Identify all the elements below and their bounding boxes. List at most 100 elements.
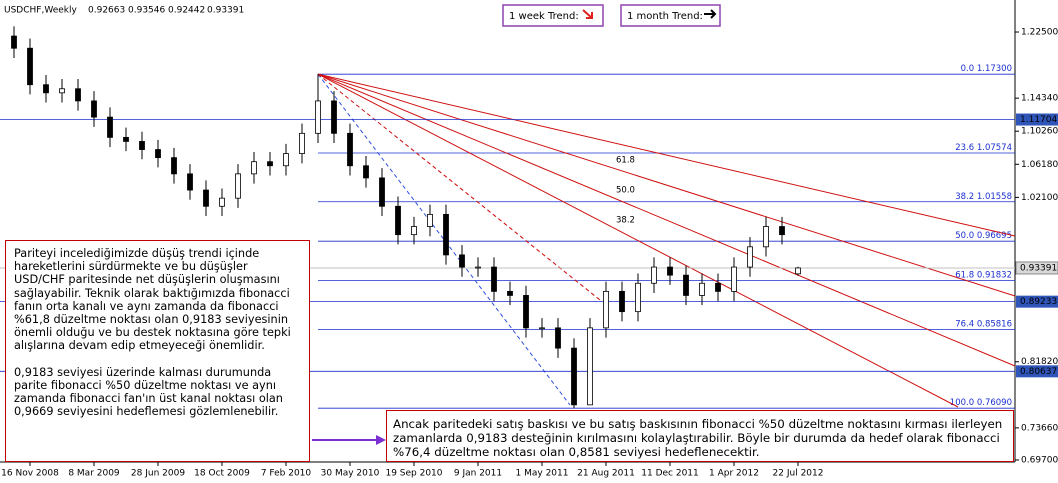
chart-title: USDCHF,Weekly xyxy=(4,6,77,16)
price-label: 0.80637 xyxy=(1020,367,1057,377)
fib-level-price: 1.07574 xyxy=(977,142,1012,152)
trend-line xyxy=(317,73,571,406)
candle-body xyxy=(107,116,113,138)
candle-body xyxy=(475,266,481,269)
candle-body xyxy=(395,205,401,236)
candle-body xyxy=(747,246,753,268)
fan-line xyxy=(317,73,1016,237)
annotation-text: Pariteyi incelediğimizde düşüş trendi iç… xyxy=(14,247,291,353)
fib-level-label: 100.0 0.76090 xyxy=(950,398,1012,408)
y-tick-label: 0.73660 xyxy=(1021,423,1058,433)
x-tick-label: 9 Jan 2011 xyxy=(454,469,502,479)
x-tick-label: 28 Jun 2009 xyxy=(131,469,185,479)
y-tick-label: 0.69700 xyxy=(1021,455,1058,465)
candle-body xyxy=(427,213,433,227)
header-close: 0.93391 xyxy=(207,6,244,16)
candle-body xyxy=(43,84,49,94)
fib-level-percent: 100.0 xyxy=(950,398,974,408)
fib-level-label: 61.8 0.91832 xyxy=(955,270,1012,280)
annotation-text: 0,9183 seviyesi üzerinde kalması durumun… xyxy=(14,365,283,419)
candle-body xyxy=(715,282,721,292)
candle-body xyxy=(699,282,705,296)
candle-body xyxy=(491,266,497,292)
candle-body xyxy=(763,226,769,248)
bid-label-box xyxy=(1015,261,1058,275)
candle-body xyxy=(795,267,801,275)
candle-body xyxy=(315,100,321,134)
fib-level-price: 1.01558 xyxy=(977,191,1012,201)
fan-line xyxy=(317,73,1016,297)
fan-line xyxy=(317,73,959,408)
candle-body xyxy=(459,254,465,268)
fan-label: 50.0 xyxy=(616,186,635,196)
x-tick-label: 7 Feb 2010 xyxy=(261,469,312,479)
x-tick-label: 1 May 2011 xyxy=(516,469,569,479)
candle-body xyxy=(219,197,225,207)
x-tick-label: 30 May 2010 xyxy=(321,469,380,479)
trend-line xyxy=(317,73,601,301)
candle-body xyxy=(683,274,689,296)
fib-level-price: 0.76090 xyxy=(977,398,1012,408)
candle-body xyxy=(667,266,673,276)
candle-body xyxy=(619,290,625,313)
fib-level-percent: 76.4 xyxy=(955,319,974,329)
fib-level-percent: 50.0 xyxy=(955,231,974,241)
fib-level-label: 38.2 1.01558 xyxy=(955,191,1012,201)
fib-level-percent: 38.2 xyxy=(955,191,974,201)
fib-level-price: 0.85816 xyxy=(977,319,1012,329)
y-tick-label: 1.02100 xyxy=(1021,193,1058,203)
trend-label: 1 month Trend: xyxy=(627,11,703,22)
y-tick-label: 1.06180 xyxy=(1021,160,1058,170)
header-high: 0.93546 xyxy=(128,6,165,16)
trend-arrow xyxy=(704,9,717,19)
fib-level-price: 0.96695 xyxy=(977,231,1012,241)
header-open: 0.92663 xyxy=(88,6,125,16)
header-low: 0.92442 xyxy=(168,6,205,16)
fib-level-label: 0.0 1.17300 xyxy=(961,64,1012,74)
pointer-arrow-head xyxy=(376,435,386,445)
price-label-box xyxy=(1016,295,1058,308)
fib-level-label: 76.4 0.85816 xyxy=(955,319,1012,329)
candle-body xyxy=(91,100,97,118)
annotation-box: Pariteyi incelediğimizde düşüş trendi iç… xyxy=(5,240,310,462)
candle-body xyxy=(59,88,65,94)
fan-line xyxy=(317,73,1016,367)
candle-body xyxy=(651,266,657,284)
candle-body xyxy=(555,327,561,349)
candle-body xyxy=(187,173,193,191)
candle-body xyxy=(507,290,513,296)
trend-box xyxy=(620,4,721,27)
x-tick-label: 16 Nov 2008 xyxy=(1,469,59,479)
candle-body xyxy=(587,327,593,406)
candle-body xyxy=(75,88,81,102)
candle-body xyxy=(635,282,641,313)
fib-level-label: 23.6 1.07574 xyxy=(955,142,1012,152)
candle-body xyxy=(331,100,337,134)
price-label: 1.11704 xyxy=(1020,115,1057,125)
candle-body xyxy=(155,149,161,159)
candle-body xyxy=(299,132,305,154)
candle-body xyxy=(731,266,737,292)
candle-body xyxy=(123,136,129,142)
y-tick-label: 0.81820 xyxy=(1021,357,1058,367)
candle-body xyxy=(283,153,289,167)
candle-body xyxy=(235,173,241,199)
fib-level-percent: 61.8 xyxy=(955,270,974,280)
fib-level-price: 0.91832 xyxy=(977,270,1012,280)
candle-body xyxy=(603,290,609,329)
candle-body xyxy=(571,347,577,406)
x-tick-label: 22 Jul 2012 xyxy=(773,469,824,479)
trend-arrow xyxy=(582,9,593,19)
y-tick-label: 1.22500 xyxy=(1021,28,1058,38)
fib-level-percent: 23.6 xyxy=(955,142,974,152)
candle-body xyxy=(523,295,529,329)
candle-body xyxy=(779,226,785,236)
candle-body xyxy=(11,35,17,49)
candle-body xyxy=(443,213,449,256)
annotation-text: Ancak paritedeki satış baskısı ve bu sat… xyxy=(393,417,1003,459)
fib-level-label: 50.0 0.96695 xyxy=(955,231,1012,241)
annotation-box: Ancak paritedeki satış baskısı ve bu sat… xyxy=(386,410,1014,462)
bid-label: 0.93391 xyxy=(1020,263,1057,273)
candle-body xyxy=(171,157,177,175)
